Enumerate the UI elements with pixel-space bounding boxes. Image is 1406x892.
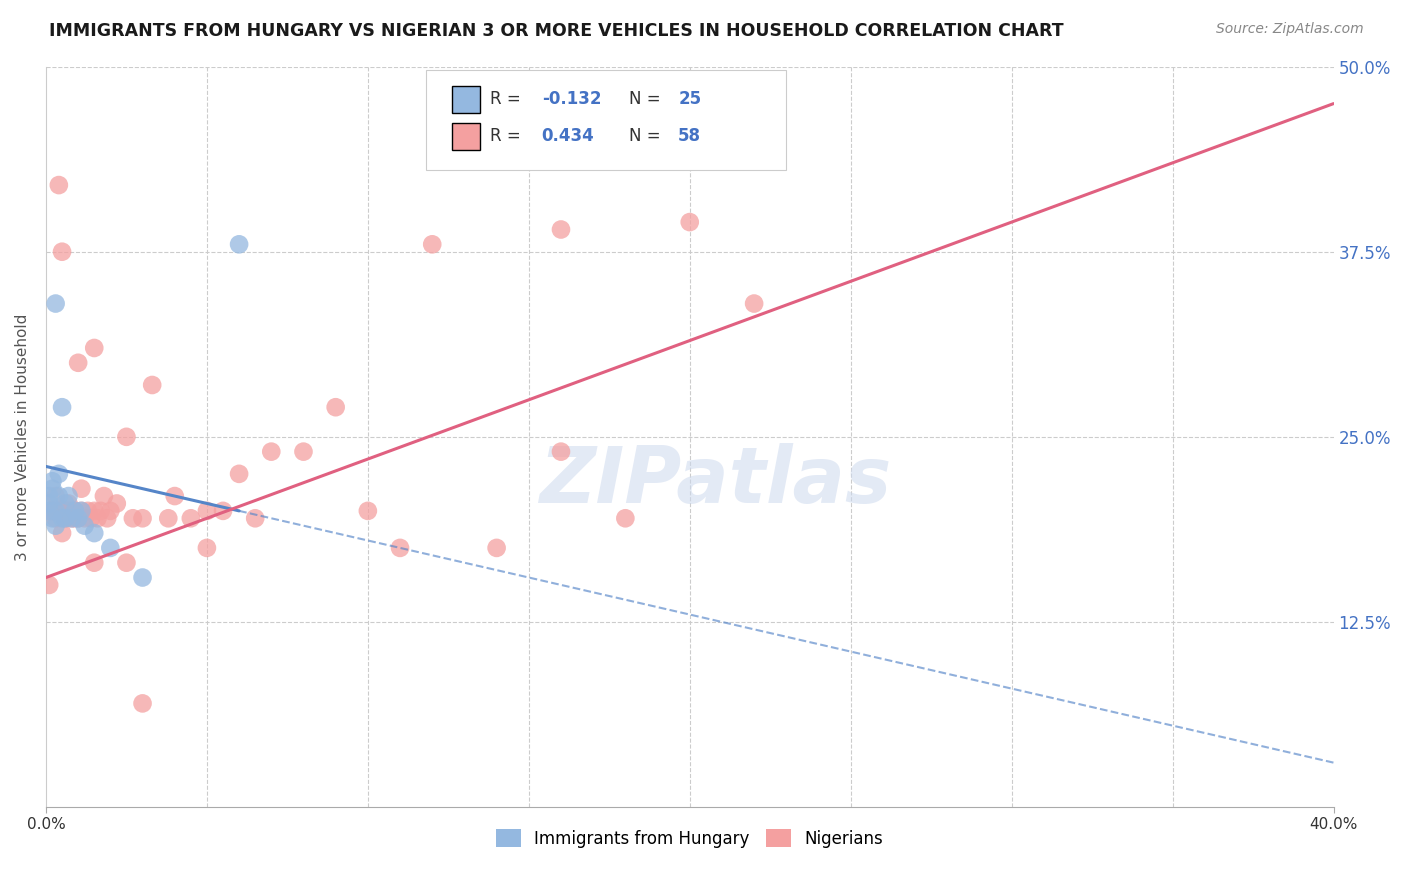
Point [53, 496, 76, 510]
Point [86, 511, 108, 525]
Point [389, 541, 412, 555]
Point [67, 356, 90, 370]
Point [485, 541, 508, 555]
Point [131, 697, 153, 711]
Point [63, 504, 86, 518]
Point [53, 511, 76, 525]
Point [105, 496, 128, 510]
Point [58, 496, 80, 510]
Point [58, 489, 80, 503]
Text: R =: R = [491, 128, 526, 145]
Point [53, 511, 76, 525]
Point [212, 504, 235, 518]
Text: IMMIGRANTS FROM HUNGARY VS NIGERIAN 3 OR MORE VEHICLES IN HOUSEHOLD CORRELATION : IMMIGRANTS FROM HUNGARY VS NIGERIAN 3 OR… [49, 22, 1064, 40]
Point [141, 378, 163, 392]
Point [48, 467, 70, 481]
Point [41, 482, 63, 496]
Text: N =: N = [630, 128, 666, 145]
Point [70, 504, 93, 518]
Point [115, 430, 138, 444]
Point [70, 482, 93, 496]
FancyBboxPatch shape [451, 123, 479, 150]
Point [63, 504, 86, 518]
Point [48, 178, 70, 192]
Point [76, 504, 98, 518]
Point [63, 511, 86, 525]
Point [195, 541, 218, 555]
Point [679, 215, 702, 229]
Point [51, 401, 73, 415]
Point [48, 489, 70, 503]
Point [83, 526, 105, 541]
Point [357, 504, 380, 518]
Point [80, 511, 103, 525]
Point [41, 511, 63, 525]
Point [45, 489, 67, 503]
Point [180, 511, 202, 525]
Point [614, 511, 637, 525]
Point [98, 504, 121, 518]
Point [51, 511, 73, 525]
Point [115, 556, 138, 570]
Point [83, 504, 105, 518]
Point [245, 511, 267, 525]
Point [292, 444, 315, 458]
Point [83, 341, 105, 355]
Text: 0.434: 0.434 [541, 128, 595, 145]
Point [38, 496, 60, 510]
Point [60, 511, 83, 525]
Y-axis label: 3 or more Vehicles in Household: 3 or more Vehicles in Household [15, 313, 30, 560]
Point [45, 518, 67, 533]
Point [73, 511, 96, 525]
FancyBboxPatch shape [451, 86, 479, 112]
Point [260, 444, 283, 458]
Point [90, 504, 112, 518]
Point [131, 511, 153, 525]
Point [67, 511, 90, 525]
Point [228, 237, 250, 252]
Text: 58: 58 [678, 128, 702, 145]
Point [60, 511, 83, 525]
Point [38, 578, 60, 592]
Point [38, 489, 60, 503]
Point [53, 504, 76, 518]
Legend: Immigrants from Hungary, Nigerians: Immigrants from Hungary, Nigerians [489, 822, 890, 855]
Point [67, 511, 90, 525]
Point [131, 570, 153, 584]
Point [60, 504, 83, 518]
Point [51, 244, 73, 259]
Point [122, 511, 145, 525]
Text: -0.132: -0.132 [541, 90, 602, 108]
Point [420, 237, 443, 252]
Point [98, 541, 121, 555]
Point [45, 504, 67, 518]
Text: R =: R = [491, 90, 526, 108]
Point [742, 296, 765, 310]
Point [163, 489, 186, 503]
Point [195, 504, 218, 518]
Point [325, 401, 347, 415]
Point [73, 518, 96, 533]
FancyBboxPatch shape [426, 70, 786, 170]
Point [157, 511, 180, 525]
Text: Source: ZipAtlas.com: Source: ZipAtlas.com [1216, 22, 1364, 37]
Point [550, 222, 572, 236]
Point [41, 504, 63, 518]
Point [41, 475, 63, 489]
Point [83, 556, 105, 570]
Point [58, 504, 80, 518]
Point [228, 467, 250, 481]
Point [96, 511, 118, 525]
Point [45, 296, 67, 310]
Point [38, 504, 60, 518]
Point [550, 444, 572, 458]
Point [51, 526, 73, 541]
Text: N =: N = [630, 90, 666, 108]
Point [93, 489, 115, 503]
Point [48, 504, 70, 518]
Text: ZIPatlas: ZIPatlas [540, 443, 891, 519]
Text: 25: 25 [678, 90, 702, 108]
Point [45, 511, 67, 525]
Point [70, 504, 93, 518]
